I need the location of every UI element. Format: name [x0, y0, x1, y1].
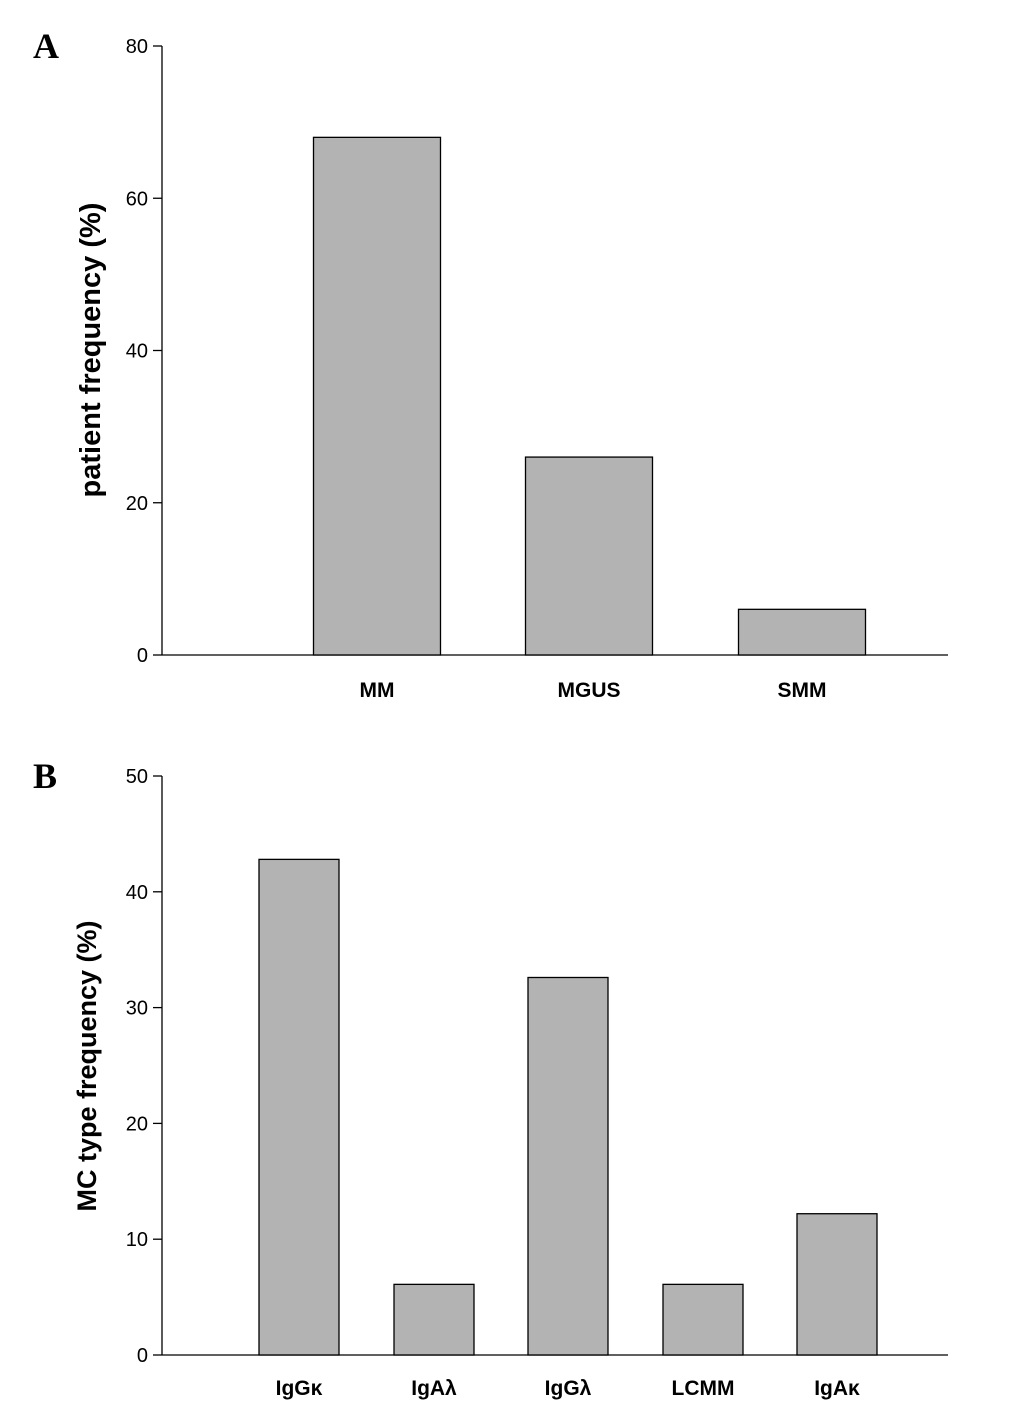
panel-a-bar-2 — [737, 608, 867, 656]
panel-b-y-tick-label: 0 — [137, 1345, 148, 1367]
panel-b-bar-chart: B MC type frequency (%) 0 10 20 30 40 50 IgGκ… — [33, 756, 948, 1400]
panel-a-y-axis-title: patient frequency (%) — [75, 203, 107, 498]
panel-a-x-tick-labels: MM MGUS SMM — [360, 679, 827, 702]
panel-a-y-tick-label: 0 — [137, 645, 148, 667]
panel-b-bar-3 — [662, 1283, 744, 1356]
panel-b-x-tick-label: LCMM — [672, 1377, 735, 1400]
panel-b-x-tick-label: IgAλ — [411, 1377, 457, 1400]
panel-b-x-tick-label: IgGκ — [276, 1377, 323, 1400]
panel-b-y-tick-label: 10 — [126, 1229, 148, 1251]
panel-b-y-tick-label: 40 — [126, 882, 148, 904]
panel-a-y-ticks: 0 20 40 60 80 — [126, 36, 162, 667]
panel-a-x-tick-label: MM — [360, 679, 395, 702]
panel-a-y-tick-label: 40 — [126, 341, 148, 363]
panel-b-y-ticks: 0 10 20 30 40 50 — [126, 766, 162, 1367]
panel-b-y-tick-label: 50 — [126, 766, 148, 788]
panel-a-label: A — [33, 26, 59, 66]
panel-b-bar-0 — [258, 858, 340, 1356]
panel-a-y-tick-label: 80 — [126, 36, 148, 58]
panel-b-x-tick-label: IgGλ — [545, 1377, 592, 1400]
panel-a-x-tick-label: SMM — [778, 679, 827, 702]
panel-b-bar-4 — [796, 1213, 878, 1356]
panel-b-bar-1 — [393, 1283, 475, 1356]
panel-a-bars — [312, 136, 867, 656]
panel-b-x-tick-labels: IgGκ IgAλ IgGλ LCMM IgAκ — [276, 1377, 860, 1400]
panel-a-bar-chart: A patient frequency (%) 0 20 40 60 80 MM MGUS… — [33, 26, 948, 702]
panel-a-bar-1 — [524, 456, 654, 656]
panel-b-y-axis-title: MC type frequency (%) — [72, 920, 102, 1211]
panel-b-x-tick-label: IgAκ — [814, 1377, 860, 1400]
panel-a-x-tick-label: MGUS — [558, 679, 621, 702]
panel-b-bar-2 — [527, 976, 609, 1356]
panel-b-y-tick-label: 20 — [126, 1113, 148, 1135]
panel-a-bar-0 — [312, 136, 442, 656]
panel-b-y-tick-label: 30 — [126, 998, 148, 1020]
panel-b-bars — [258, 858, 878, 1356]
panel-a-y-tick-label: 20 — [126, 493, 148, 515]
panel-b-label: B — [33, 756, 57, 796]
panel-a-y-tick-label: 60 — [126, 188, 148, 210]
